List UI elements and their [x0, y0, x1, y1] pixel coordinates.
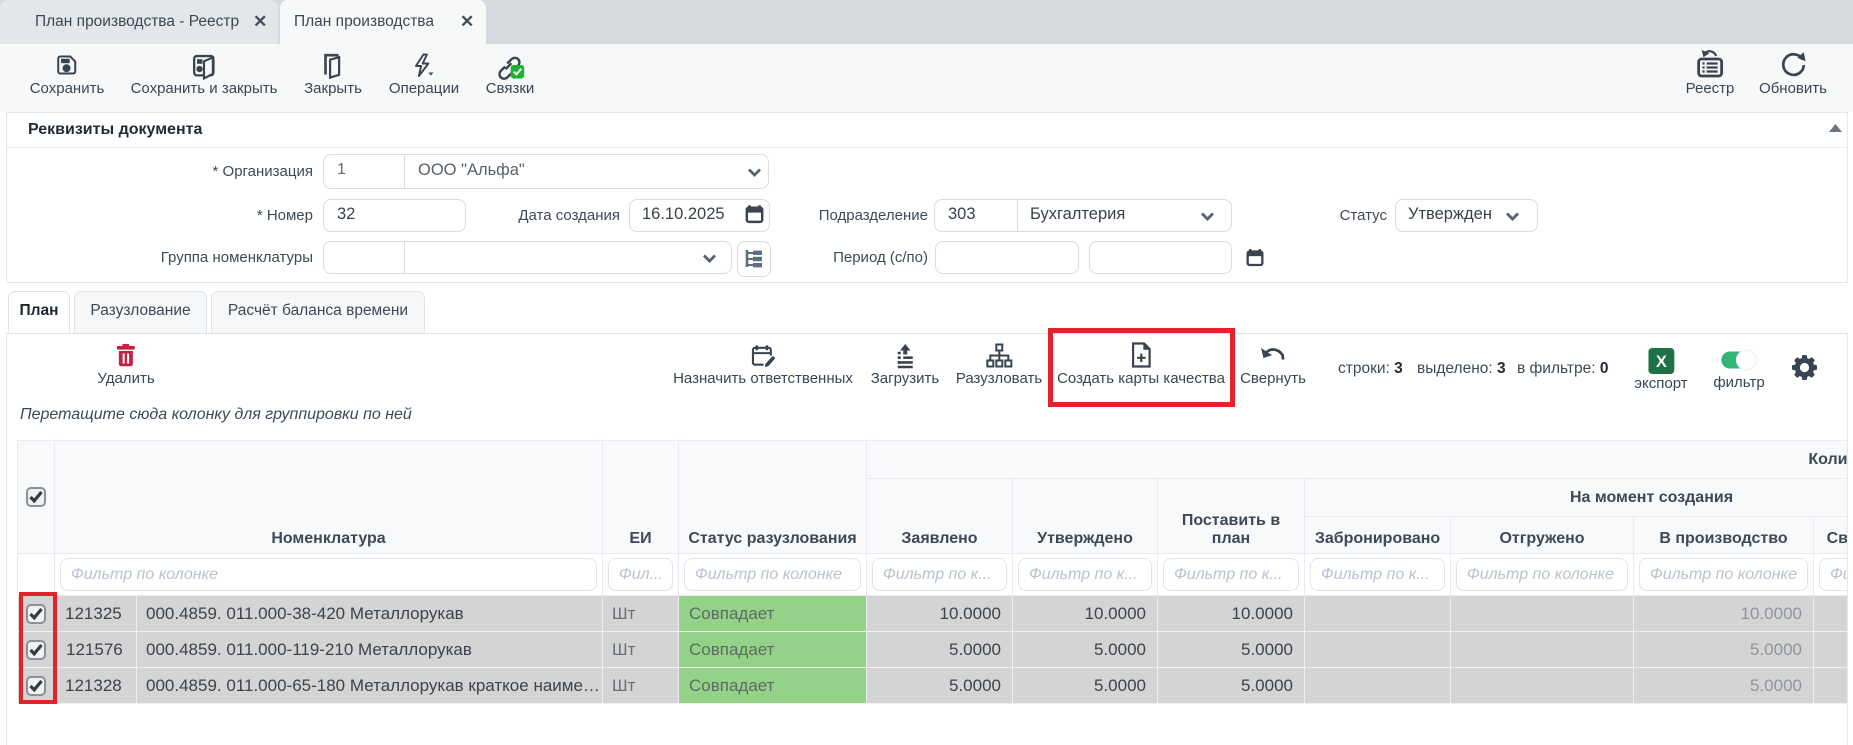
- svg-text:X: X: [1655, 353, 1666, 371]
